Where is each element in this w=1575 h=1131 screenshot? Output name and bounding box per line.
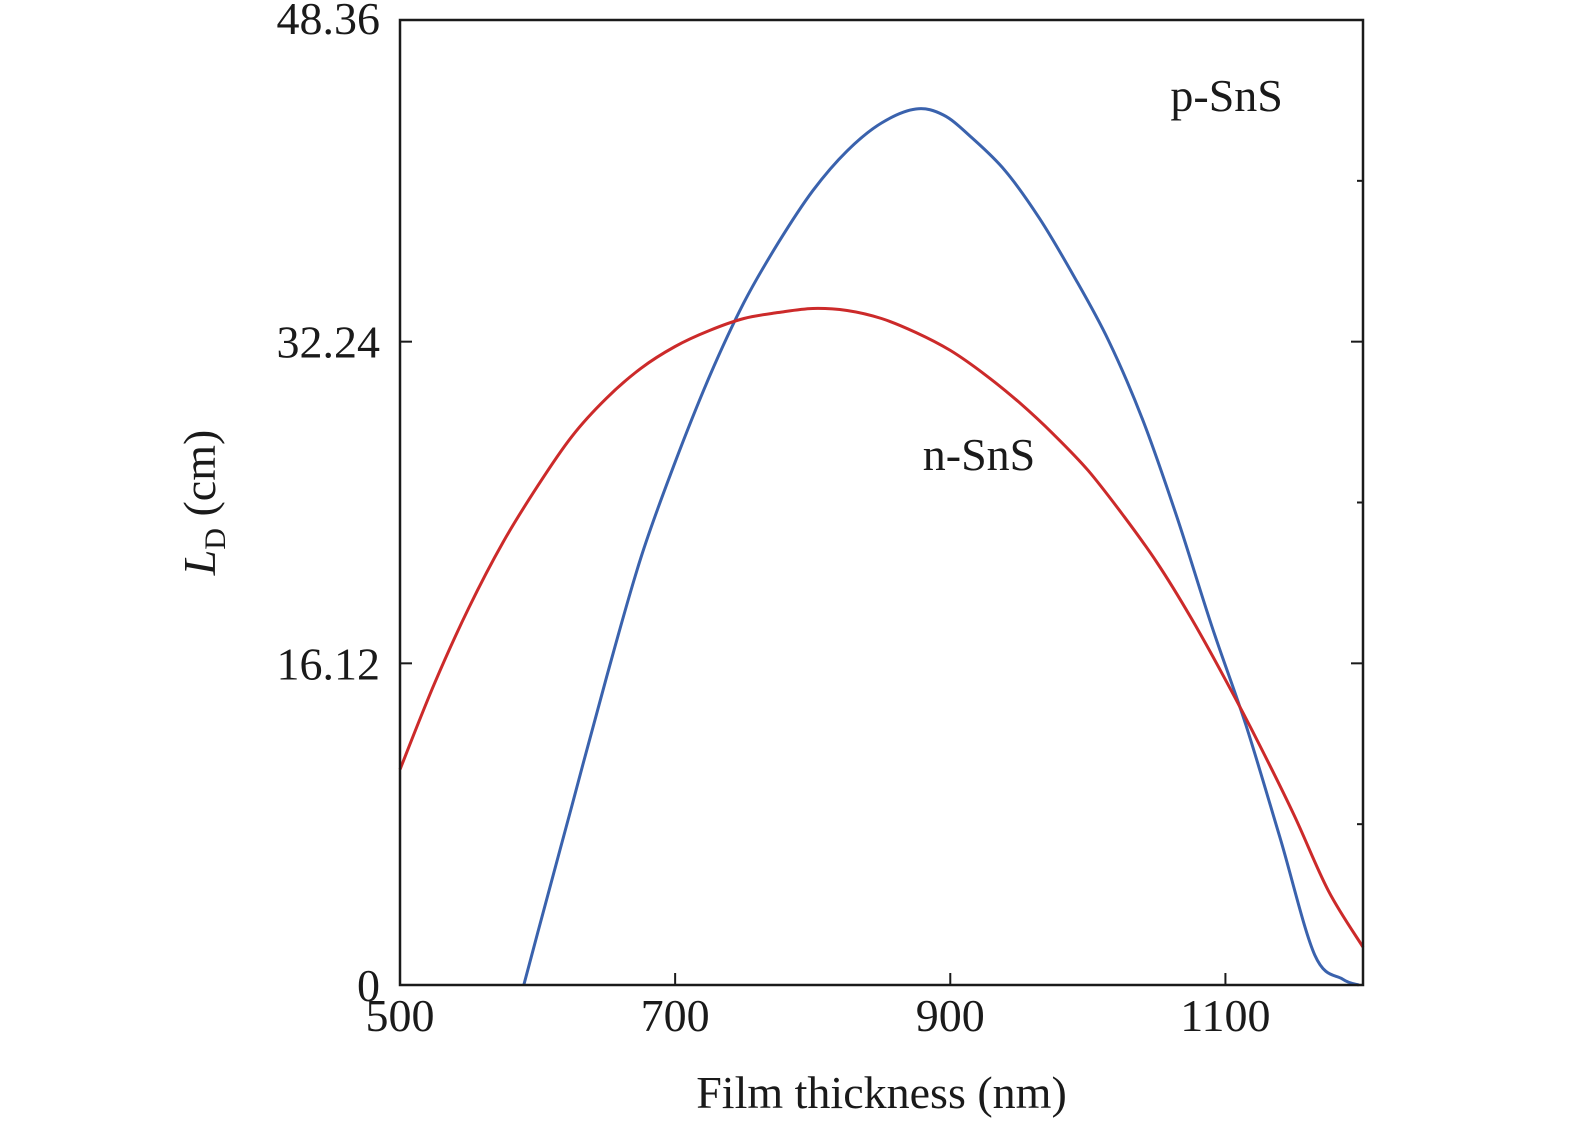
series-line-p-sns <box>522 107 1360 987</box>
y-axis-title-unit: (cm) <box>174 430 225 528</box>
x-tick-label: 900 <box>916 990 985 1041</box>
series-label-n-sns: n-SnS <box>923 429 1035 480</box>
y-tick-label: 32.24 <box>277 317 381 368</box>
series-annotations: p-SnS n-SnS <box>923 70 1283 480</box>
x-tick-label: 500 <box>366 990 435 1041</box>
y-tick-label: 48.36 <box>277 0 381 44</box>
x-tick-label: 700 <box>641 990 710 1041</box>
y-tick-label: 16.12 <box>277 638 381 689</box>
y-axis-title: LD (cm) <box>174 430 232 577</box>
x-tick-label: 1100 <box>1180 990 1270 1041</box>
y-tick-label: 0 <box>357 960 380 1011</box>
x-axis-title: Film thickness (nm) <box>696 1067 1067 1118</box>
series-group <box>398 107 1365 987</box>
y-axis-title-subscript: D <box>199 528 232 550</box>
plot-area-frame <box>398 18 1365 987</box>
series-label-p-sns: p-SnS <box>1170 70 1282 121</box>
axis-ticks <box>399 19 1363 986</box>
y-axis-title-symbol: L <box>174 550 225 577</box>
axis-tick-labels: 500 700 900 1100 0 16.12 32.24 48.36 <box>277 0 1271 1041</box>
series-line-n-sns <box>398 306 1365 948</box>
